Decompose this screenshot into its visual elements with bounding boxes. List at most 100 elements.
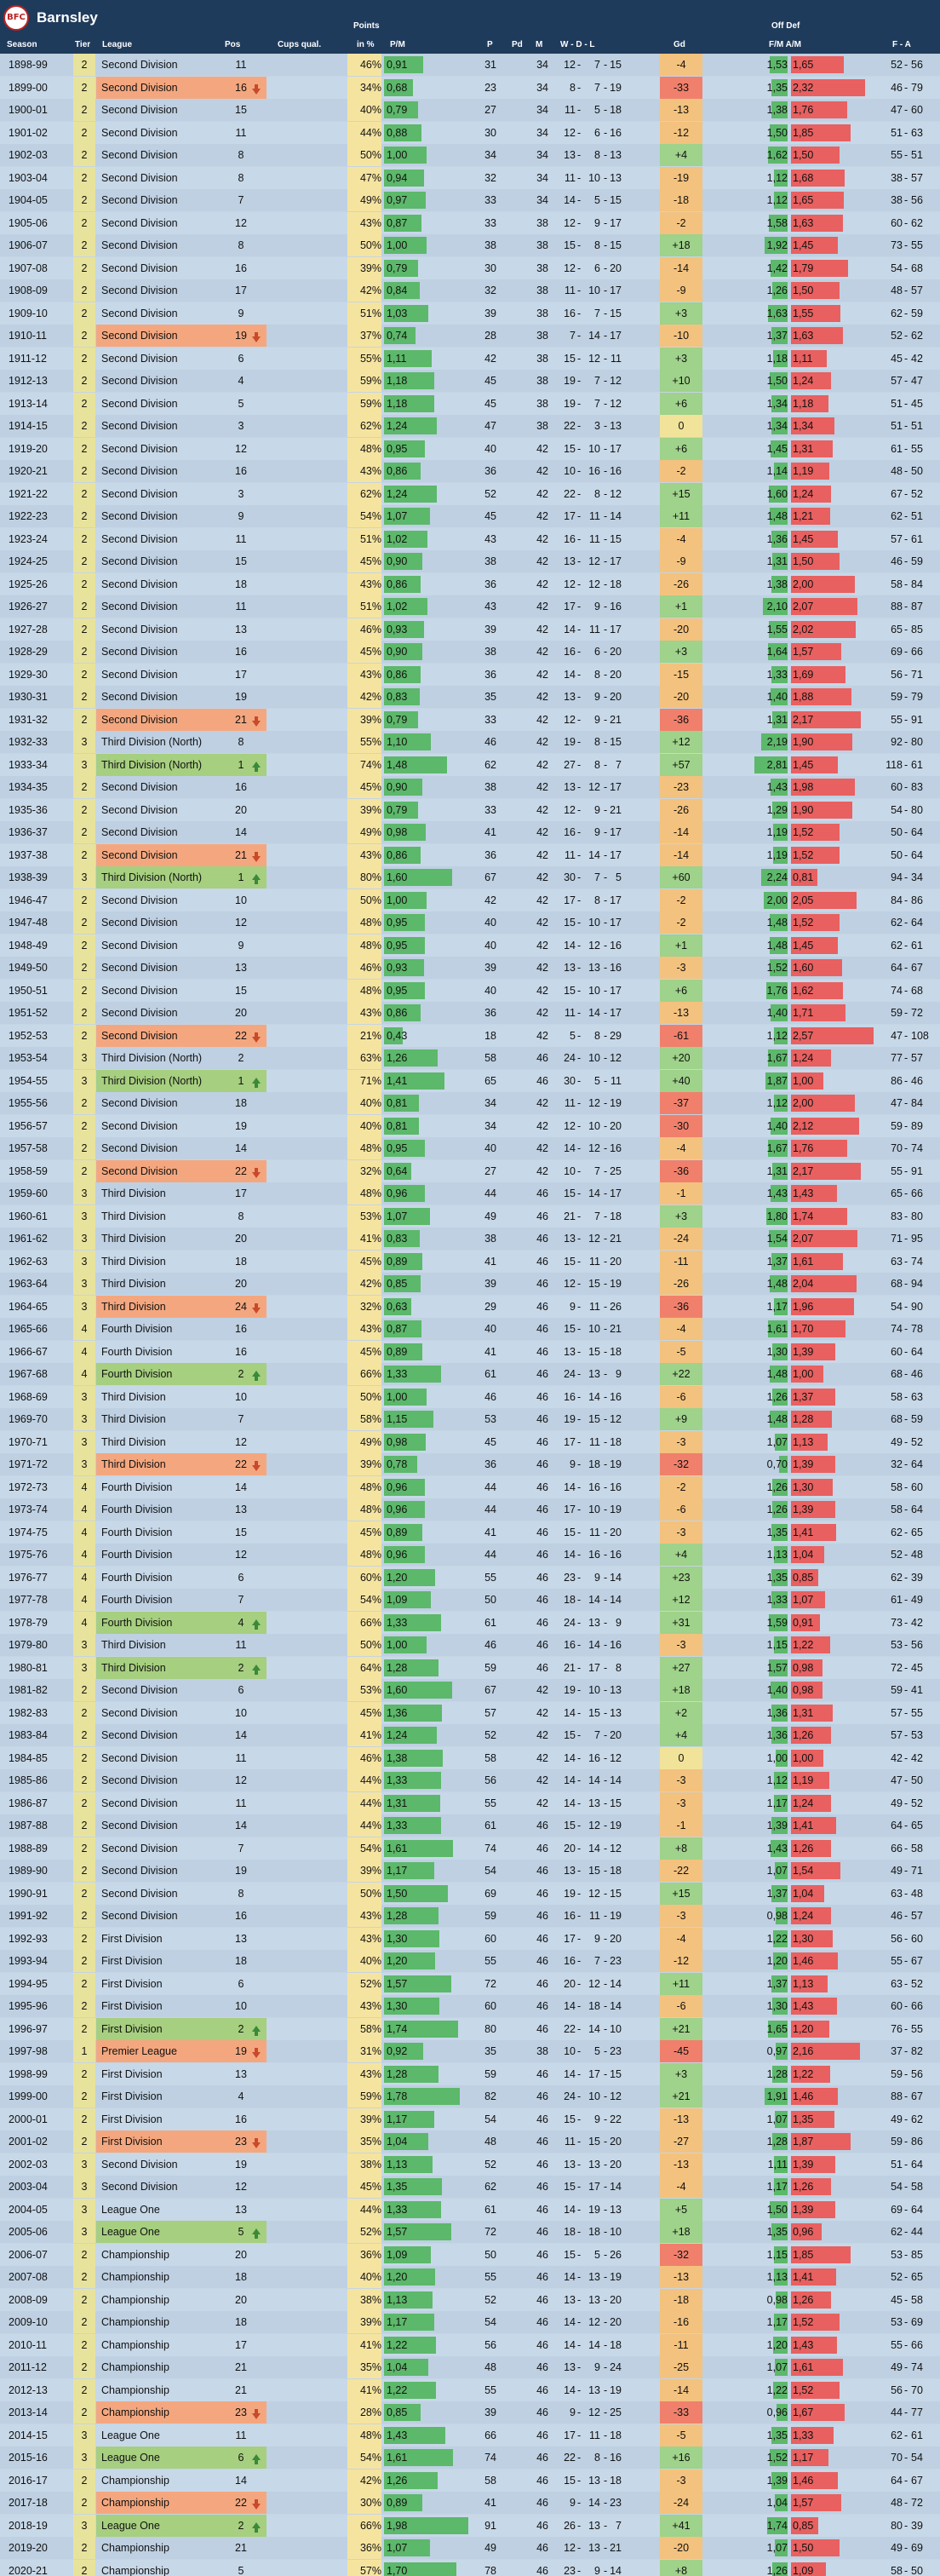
tier-cell: 2 <box>73 392 95 415</box>
wdl-separator: - <box>577 126 582 139</box>
wdl-separator: - <box>577 2067 582 2080</box>
goals-separator: - <box>904 1052 908 1064</box>
points-cell: 27 <box>484 104 496 116</box>
tier-cell: 3 <box>73 1295 95 1318</box>
goal-difference-cell: -3 <box>660 1791 702 1814</box>
draws-cell: 15 <box>588 1706 600 1719</box>
points-cell: 23 <box>484 81 496 94</box>
wdl-separator: - <box>577 1729 582 1741</box>
goals-against-cell: 60 <box>911 1932 923 1945</box>
wdl-separator: - <box>577 352 582 365</box>
wins-cell: 17 <box>564 1504 576 1515</box>
header-pd: Pd <box>512 40 523 49</box>
wdl-separator: - <box>577 420 582 432</box>
promotion-icon <box>250 1661 262 1675</box>
draws-cell: 3 <box>594 420 600 432</box>
wdl-separator: - <box>604 1323 608 1335</box>
league-cell: Second Division <box>101 307 178 319</box>
goals-separator: - <box>904 1549 908 1561</box>
points-cell: 39 <box>484 2406 496 2418</box>
goals-against-cell: 48 <box>911 1549 923 1561</box>
wins-cell: 22 <box>564 2022 576 2035</box>
draws-cell: 9 <box>594 1571 600 1584</box>
goals-for-per-match-cell: 1,22 <box>752 2379 788 2401</box>
goals-for-cell: 74 <box>891 1323 903 1335</box>
goals-for-per-match-cell: 1,37 <box>752 1973 788 1995</box>
goal-difference-cell: -2 <box>660 460 702 482</box>
tier-cell: 2 <box>73 256 95 279</box>
matches-cell: 42 <box>536 1684 548 1696</box>
wdl-separator: - <box>577 1684 582 1696</box>
table-row: 1911-12 2 Second Division 6 55% 1,11 42 38 15 12 1… <box>0 347 940 370</box>
table-row: 1999-00 2 First Division 4 59% 1,78 82 46 24 10 12… <box>0 2085 940 2107</box>
wins-cell: 12 <box>564 59 576 71</box>
points-cell: 72 <box>484 2226 496 2238</box>
goals-separator: - <box>904 149 908 161</box>
goal-difference-cell: -26 <box>660 798 702 821</box>
table-row: 1934-35 2 Second Division 16 45% 0,90 38 42 13 12… <box>0 776 940 798</box>
goals-for-per-match-cell: 1,19 <box>752 844 788 866</box>
season-cell: 1971-72 <box>9 1458 48 1470</box>
points-pct-cell: 44% <box>347 121 381 144</box>
goals-for-per-match-cell: 1,59 <box>752 1612 788 1634</box>
matches-cell: 46 <box>536 1594 548 1606</box>
goals-for-per-match-cell: 1,52 <box>752 2447 788 2469</box>
wdl-separator: - <box>577 803 582 816</box>
points-pct-cell: 48% <box>347 1544 381 1566</box>
tier-cell: 2 <box>73 505 95 527</box>
points-cell: 47 <box>484 420 496 432</box>
position-cell: 11 <box>235 1639 247 1651</box>
wins-cell: 14 <box>564 2000 576 2012</box>
season-cell: 1934-35 <box>9 781 48 793</box>
points-pct-cell: 45% <box>347 2176 381 2198</box>
goals-for-per-match-cell: 1,35 <box>752 2221 788 2243</box>
draws-cell: 7 <box>594 81 600 94</box>
wdl-separator: - <box>604 2067 608 2080</box>
goals-against-per-match-cell: 0,81 <box>791 866 842 888</box>
tier-cell: 2 <box>73 189 95 211</box>
wins-cell: 24 <box>564 2090 576 2102</box>
wins-cell: 12 <box>564 2542 576 2554</box>
position-cell: 21 <box>235 2361 247 2373</box>
goal-difference-cell: -11 <box>660 1250 702 1273</box>
wdl-separator: - <box>604 601 608 612</box>
points-per-match-cell: 0,79 <box>384 257 495 279</box>
points-pct-cell: 54% <box>347 2447 381 2469</box>
table-row: 1968-69 3 Third Division 10 50% 1,00 46 46 16 14 1… <box>0 1385 940 1408</box>
wdl-separator: - <box>604 848 608 861</box>
draws-cell: 10 <box>588 1684 600 1696</box>
goals-against-per-match-cell: 0,85 <box>791 1567 842 1589</box>
matches-cell: 46 <box>536 1233 548 1245</box>
goals-against-cell: 44 <box>911 2226 923 2238</box>
wins-cell: 15 <box>564 2474 576 2487</box>
tier-cell: 3 <box>73 1182 95 1205</box>
points-cell: 80 <box>484 2022 496 2035</box>
goals-for-cell: 63 <box>891 1255 903 1268</box>
wins-cell: 17 <box>564 601 576 612</box>
goals-for-cell: 65 <box>891 623 903 635</box>
wins-cell: 14 <box>564 1481 576 1493</box>
matches-cell: 46 <box>536 1910 548 1922</box>
season-cell: 1929-30 <box>9 668 48 681</box>
goals-for-cell: 94 <box>891 871 903 883</box>
goals-for-cell: 74 <box>891 984 903 997</box>
table-row: 1947-48 2 Second Division 12 48% 0,95 40 42 15 10… <box>0 911 940 934</box>
goals-separator: - <box>904 2429 908 2441</box>
tier-cell: 3 <box>73 2176 95 2198</box>
wins-cell: 17 <box>564 2429 576 2441</box>
position-cell: 1 <box>213 866 264 888</box>
points-pct-cell: 50% <box>347 888 381 911</box>
points-cell: 40 <box>484 917 496 929</box>
points-cell: 59 <box>484 1661 496 1674</box>
points-pct-cell: 42% <box>347 686 381 708</box>
position-cell: 18 <box>235 1097 247 1109</box>
goals-separator: - <box>904 646 908 658</box>
points-pct-cell: 31% <box>347 2040 381 2062</box>
goals-separator: - <box>904 758 908 771</box>
tier-cell: 2 <box>73 54 95 76</box>
goal-difference-cell: -3 <box>660 957 702 979</box>
table-row: 1973-74 4 Fourth Division 13 48% 0,96 44 46 17 10… <box>0 1498 940 1521</box>
goals-against-per-match-cell: 1,00 <box>791 1363 842 1385</box>
goal-difference-cell: -4 <box>660 54 702 76</box>
points-cell: 55 <box>484 2271 496 2283</box>
